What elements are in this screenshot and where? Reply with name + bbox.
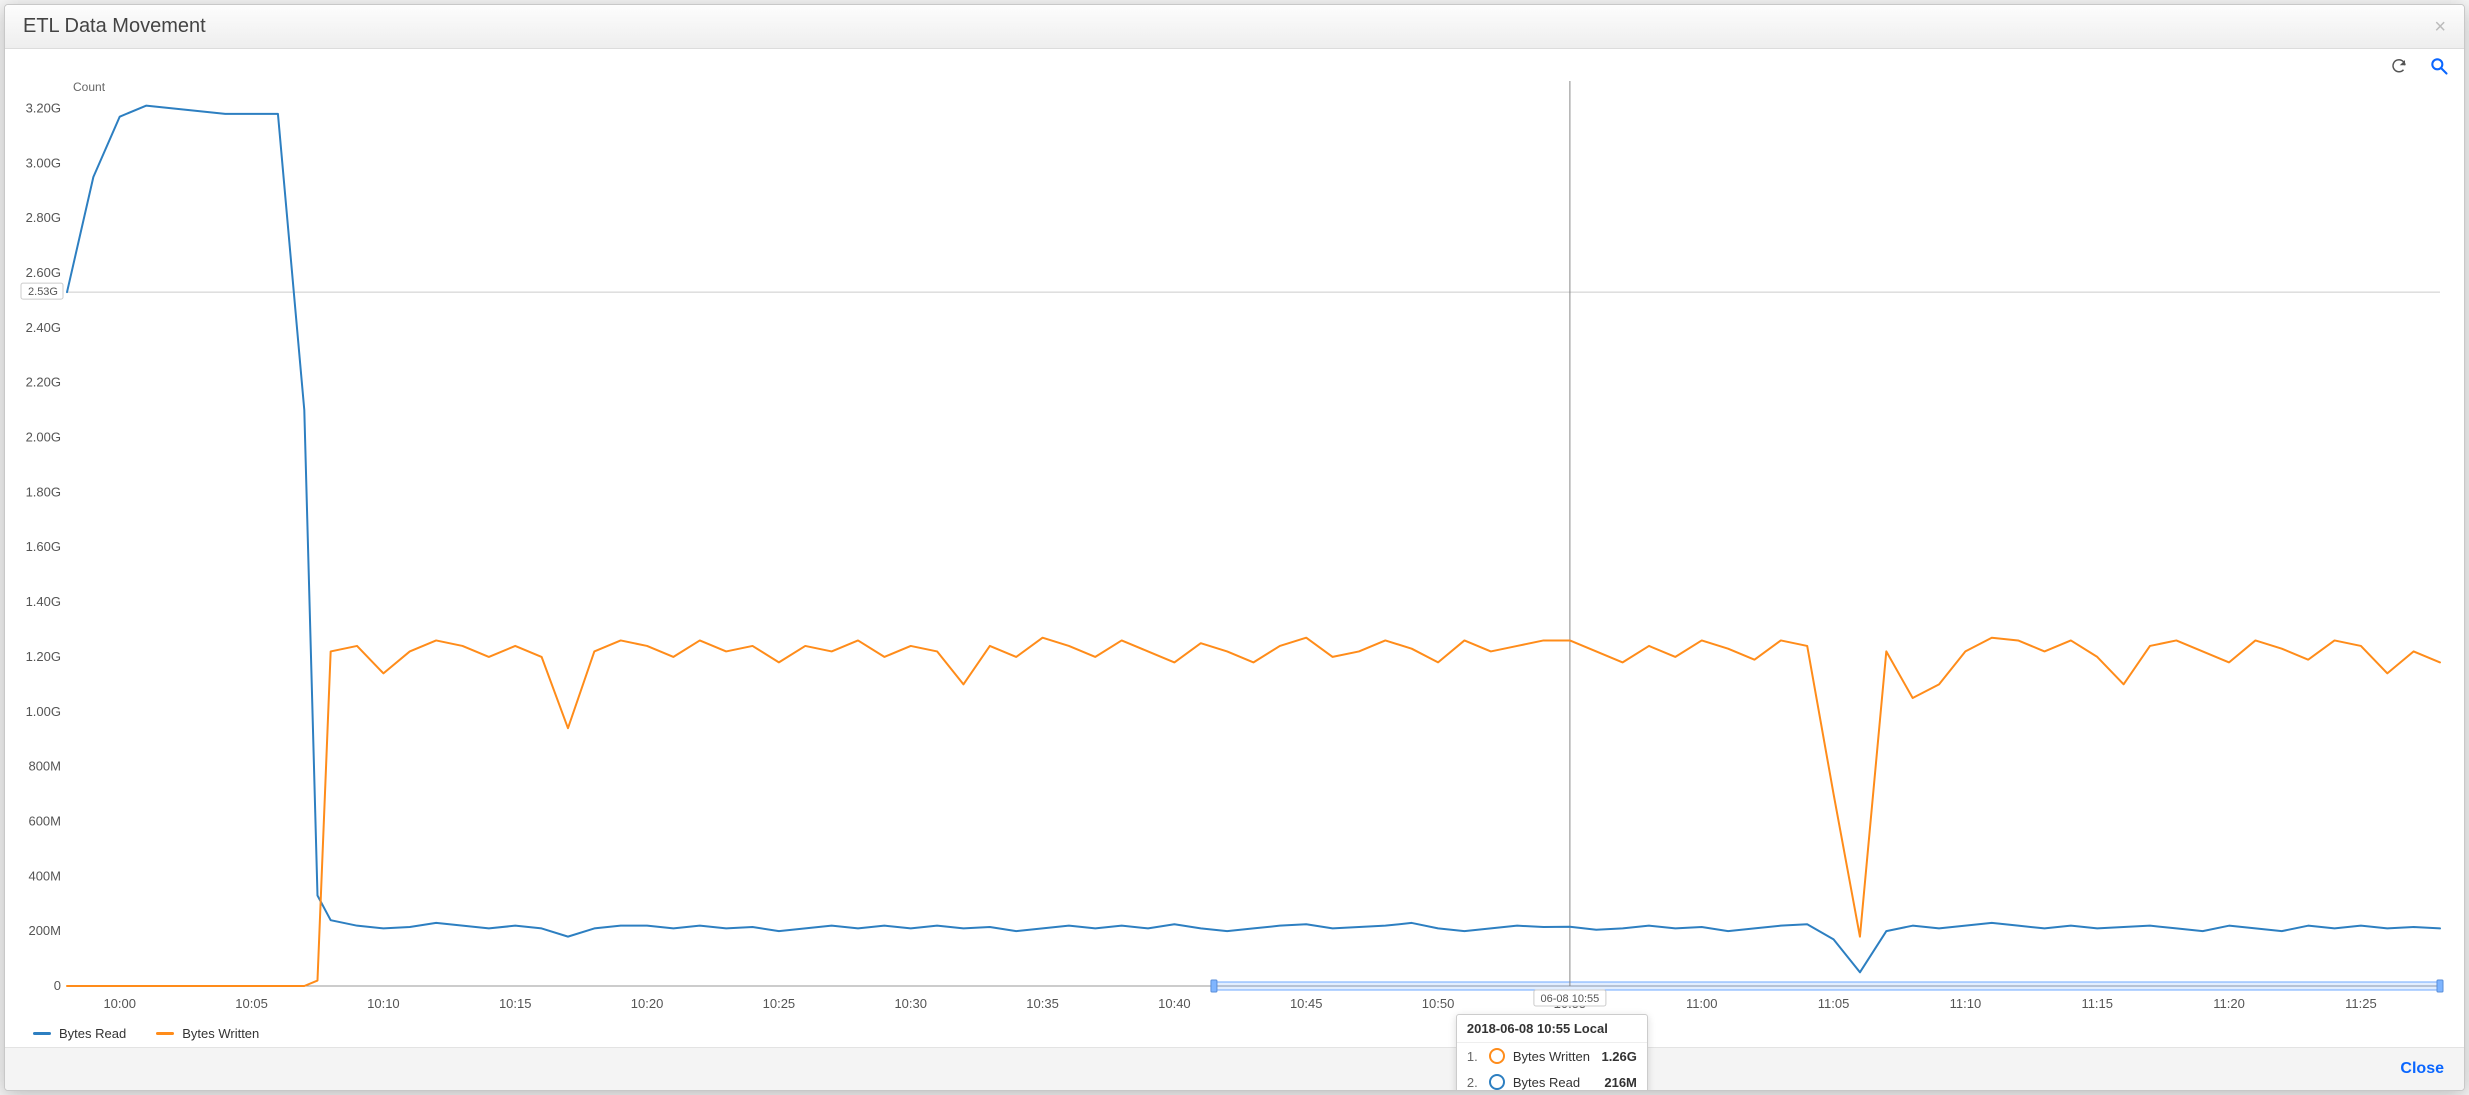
brush-handle-right[interactable]	[2437, 980, 2443, 992]
close-icon[interactable]: ×	[2434, 17, 2446, 37]
svg-text:11:20: 11:20	[2213, 996, 2245, 1011]
svg-text:3.20G: 3.20G	[26, 100, 61, 115]
svg-text:11:10: 11:10	[1950, 996, 1982, 1011]
refresh-icon[interactable]	[2388, 55, 2410, 77]
svg-text:200M: 200M	[28, 923, 61, 938]
svg-text:11:15: 11:15	[2081, 996, 2113, 1011]
tooltip-row: 2. Bytes Read 216M	[1457, 1069, 1647, 1091]
legend-item-bytes_written[interactable]: Bytes Written	[156, 1026, 259, 1041]
legend-item-bytes_read[interactable]: Bytes Read	[33, 1026, 126, 1041]
svg-text:11:05: 11:05	[1818, 996, 1850, 1011]
legend-swatch-icon	[156, 1032, 174, 1035]
modal-title: ETL Data Movement	[23, 15, 206, 38]
svg-text:3.00G: 3.00G	[26, 155, 61, 170]
series-bytes_read[interactable]	[67, 106, 2440, 973]
svg-text:600M: 600M	[28, 813, 61, 828]
svg-text:10:40: 10:40	[1158, 996, 1191, 1011]
brush-handle-left[interactable]	[1211, 980, 1217, 992]
svg-text:10:50: 10:50	[1422, 996, 1455, 1011]
svg-text:2.20G: 2.20G	[26, 375, 61, 390]
svg-text:800M: 800M	[28, 759, 61, 774]
svg-text:400M: 400M	[28, 868, 61, 883]
svg-text:0: 0	[54, 978, 61, 993]
svg-text:2.53G: 2.53G	[28, 286, 58, 298]
time-brush[interactable]	[1214, 982, 2440, 990]
series-marker-icon	[1489, 1074, 1505, 1090]
svg-text:10:05: 10:05	[235, 996, 268, 1011]
tooltip-row-name: Bytes Read	[1513, 1075, 1596, 1090]
chart-toolbar	[5, 49, 2464, 77]
svg-text:10:25: 10:25	[763, 996, 796, 1011]
svg-text:2.80G: 2.80G	[26, 210, 61, 225]
svg-text:1.60G: 1.60G	[26, 539, 61, 554]
svg-text:1.80G: 1.80G	[26, 484, 61, 499]
svg-text:11:25: 11:25	[2345, 996, 2377, 1011]
modal-header: ETL Data Movement ×	[5, 5, 2464, 49]
close-button[interactable]: Close	[2400, 1060, 2444, 1078]
svg-text:1.00G: 1.00G	[26, 704, 61, 719]
svg-text:06-08 10:55: 06-08 10:55	[1541, 993, 1600, 1005]
legend-label: Bytes Read	[59, 1026, 126, 1041]
svg-text:10:35: 10:35	[1026, 996, 1059, 1011]
series-bytes_written[interactable]	[67, 638, 2440, 986]
svg-text:2.00G: 2.00G	[26, 430, 61, 445]
zoom-icon[interactable]	[2428, 55, 2450, 77]
tooltip-row-value: 1.26G	[1601, 1049, 1636, 1064]
svg-text:1.40G: 1.40G	[26, 594, 61, 609]
svg-text:10:45: 10:45	[1290, 996, 1323, 1011]
chart-svg[interactable]: 0 200M 400M 600M 800M 1.00G 1.20G 1.40G 1.60G 1.8…	[19, 77, 2450, 1022]
legend-swatch-icon	[33, 1032, 51, 1035]
modal-footer: Close	[5, 1047, 2464, 1090]
tooltip-title: 2018-06-08 10:55 Local	[1457, 1015, 1647, 1043]
tooltip-row-value: 216M	[1604, 1075, 1637, 1090]
svg-text:10:10: 10:10	[367, 996, 400, 1011]
svg-text:10:30: 10:30	[894, 996, 927, 1011]
hover-tooltip: 2018-06-08 10:55 Local 1.Bytes Written1.…	[1456, 1014, 1648, 1091]
chart-modal: ETL Data Movement × 0200M400M600M800M1.0…	[4, 4, 2465, 1091]
legend-label: Bytes Written	[182, 1026, 259, 1041]
tooltip-row-index: 2.	[1467, 1075, 1481, 1090]
chart-legend: Bytes Read Bytes Written	[5, 1022, 2464, 1047]
svg-text:10:15: 10:15	[499, 996, 532, 1011]
chart-area[interactable]: 0 200M 400M 600M 800M 1.00G 1.20G 1.40G 1.60G 1.8…	[5, 77, 2464, 1022]
tooltip-row-name: Bytes Written	[1513, 1049, 1594, 1064]
svg-text:10:20: 10:20	[631, 996, 664, 1011]
svg-text:2.40G: 2.40G	[26, 320, 61, 335]
tooltip-row: 1. Bytes Written 1.26G	[1457, 1043, 1647, 1069]
svg-text:1.20G: 1.20G	[26, 649, 61, 664]
svg-text:10:00: 10:00	[103, 996, 136, 1011]
tooltip-row-index: 1.	[1467, 1049, 1481, 1064]
series-marker-icon	[1489, 1048, 1505, 1064]
svg-text:2.60G: 2.60G	[26, 265, 61, 280]
svg-text:11:00: 11:00	[1686, 996, 1718, 1011]
svg-text:Count: Count	[73, 80, 106, 94]
